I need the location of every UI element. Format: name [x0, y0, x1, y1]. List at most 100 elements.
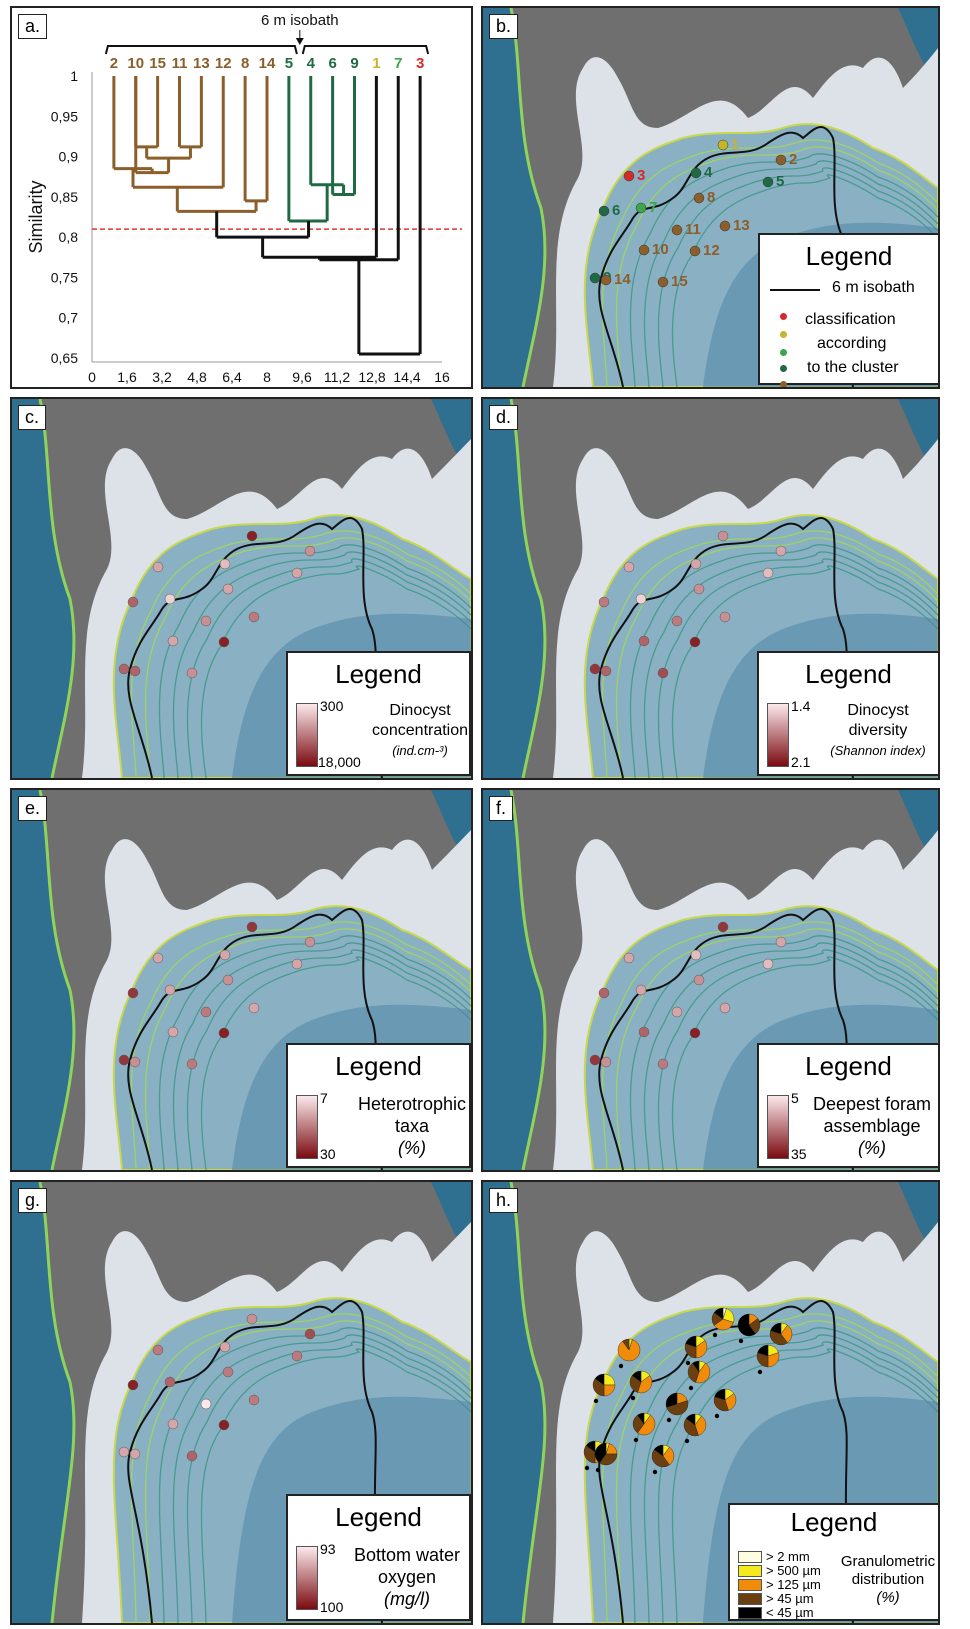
- dot-brown-swatch: [780, 381, 787, 387]
- dot-yellow-swatch: [780, 331, 787, 338]
- depth-contour: [629, 544, 938, 778]
- grain-class-row: > 125 µm: [738, 1577, 821, 1592]
- station-dot: [589, 272, 601, 284]
- legend-desc-3: (%): [876, 1589, 900, 1606]
- legend-desc-3: (%): [398, 1138, 426, 1158]
- station-label: 12: [703, 242, 720, 259]
- pie-slice: [592, 1378, 605, 1397]
- station-dot: [118, 1446, 130, 1458]
- station-dot: [593, 1398, 599, 1404]
- gradient-top-value: 300: [320, 698, 344, 714]
- gradient-bottom-value: 35: [791, 1146, 807, 1162]
- leaf-label: 6: [328, 55, 336, 72]
- station-dot: [164, 984, 176, 996]
- pie-slice: [631, 1370, 642, 1383]
- station-dot: [657, 276, 669, 288]
- pie-slice: [637, 1412, 645, 1425]
- leaf-label: 10: [127, 55, 144, 72]
- legend-desc-3: (ind.cm-³): [392, 743, 448, 758]
- left-coast-contour: [509, 8, 547, 387]
- pie-slice: [770, 1322, 782, 1335]
- dot-lightgreen-swatch: [780, 349, 787, 356]
- station-dot: [598, 205, 610, 217]
- grain-class-label: > 125 µm: [766, 1577, 821, 1592]
- grain-class-label: > 45 µm: [766, 1591, 814, 1606]
- station-dot: [164, 1376, 176, 1388]
- y-tick-label: 0,8: [59, 229, 79, 245]
- legend-desc-1: Granulometric: [840, 1553, 936, 1570]
- depth-contour: [629, 935, 938, 1170]
- depth-contour: [629, 1327, 938, 1623]
- station-dot: [719, 220, 731, 232]
- station-dot: [762, 176, 774, 188]
- station-dot: [762, 958, 774, 970]
- station-dot: [167, 1418, 179, 1430]
- gradient-bar: [767, 1095, 789, 1159]
- station-dot: [693, 192, 705, 204]
- left-coast-contour: [38, 399, 76, 778]
- pie-slice: [757, 1344, 769, 1357]
- leaf-label: 15: [149, 55, 166, 72]
- isobath-6m-line: [598, 908, 854, 1170]
- legend-desc-2: concentration: [371, 722, 469, 739]
- station-dot: [152, 952, 164, 964]
- panel-f-map: f. Legend 5 35 Deepest foram assemblage …: [481, 788, 940, 1172]
- panel-label: d.: [489, 405, 519, 430]
- grain-swatch: [738, 1578, 762, 1591]
- legend-desc-3: (%): [858, 1138, 886, 1158]
- station-dot: [186, 1058, 198, 1070]
- depth-contour: [158, 1327, 471, 1623]
- x-tick-label: 0: [88, 369, 96, 385]
- station-dot: [598, 987, 610, 999]
- isobath-6m-line: [598, 126, 854, 387]
- left-coast-contour: [509, 1182, 547, 1623]
- left-sea-strip: [483, 8, 545, 387]
- station-label: 14: [614, 271, 631, 288]
- depth-contour: [671, 174, 938, 387]
- y-tick-label: 0,65: [51, 350, 78, 366]
- station-dot: [595, 1467, 601, 1473]
- station-label: 15: [671, 273, 688, 290]
- depth-contour: [643, 1334, 938, 1623]
- legend-title: Legend: [805, 1051, 892, 1081]
- station-dot: [219, 558, 231, 570]
- station-dot: [693, 974, 705, 986]
- station-dot: [618, 1363, 624, 1369]
- station-dot: [671, 615, 683, 627]
- station-dot: [219, 1341, 231, 1353]
- depth-contour: [615, 146, 938, 387]
- y-tick-label: 0,85: [51, 189, 78, 205]
- legend-desc-2: distribution: [851, 1571, 925, 1588]
- y-axis-label: Similarity: [26, 180, 46, 253]
- station-dot: [167, 635, 179, 647]
- pie-slice: [653, 1444, 664, 1457]
- depth-contour: [657, 949, 938, 1170]
- station-dot: [738, 1338, 744, 1344]
- pie-slice: [714, 1388, 726, 1401]
- pie-slice: [713, 1307, 724, 1320]
- station-dot: [657, 667, 669, 679]
- station-dot: [127, 1379, 139, 1391]
- x-tick-label: 3,2: [152, 369, 172, 385]
- x-tick-label: 1,6: [117, 369, 137, 385]
- gradient-top-value: 1.4: [791, 698, 811, 714]
- grain-swatch: [738, 1550, 762, 1563]
- station-dot: [623, 170, 635, 182]
- station-dot: [167, 1026, 179, 1038]
- station-label: 13: [733, 217, 750, 234]
- gradient-bar: [296, 1095, 318, 1159]
- pie-slice: [599, 1453, 618, 1466]
- isobath-6m-line: [127, 1300, 383, 1623]
- station-dot: [719, 1002, 731, 1014]
- depth-contour: [615, 537, 938, 778]
- station-dot: [689, 245, 701, 257]
- legend-desc-1: Heterotrophic: [357, 1094, 467, 1114]
- left-group-brace: [104, 45, 298, 55]
- panel-label: f.: [489, 796, 514, 821]
- station-dot: [630, 1395, 636, 1401]
- panel-b-map: 123456789101112131415 b. Legend 6 m isob…: [481, 6, 940, 389]
- station-dot: [246, 530, 258, 542]
- depth-contour: [172, 1334, 471, 1623]
- legend-isobath-label: 6 m isobath: [832, 279, 915, 296]
- pie-slice: [666, 1400, 689, 1416]
